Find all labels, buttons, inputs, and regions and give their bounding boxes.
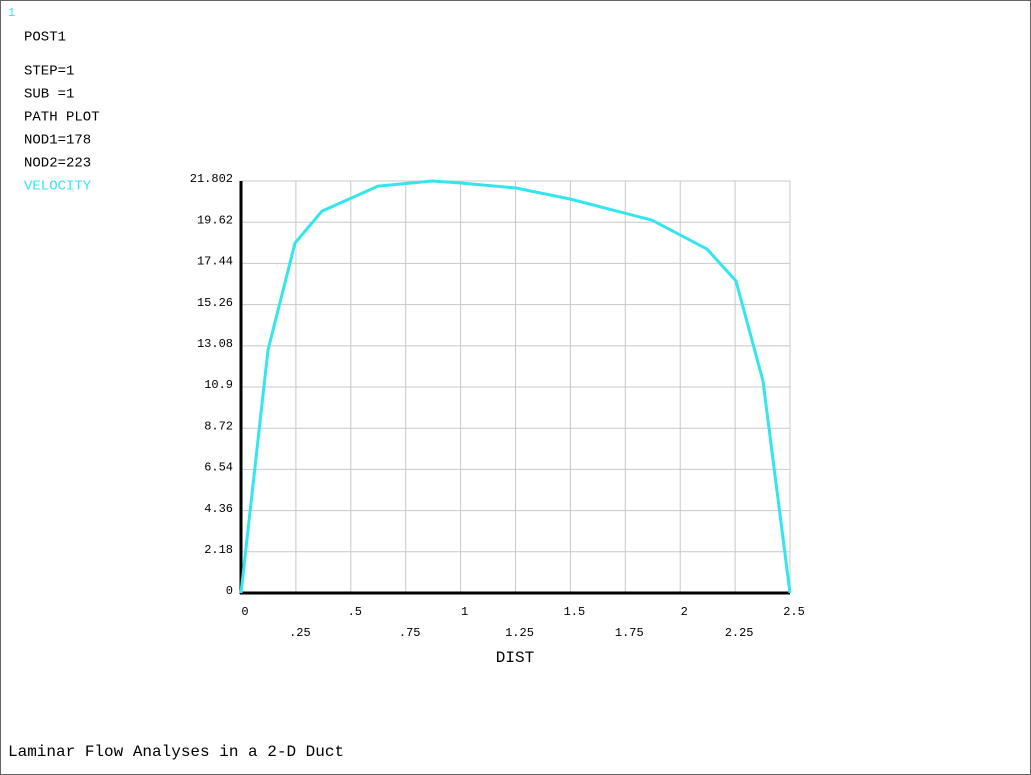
y-tick-label: 19.62 [197, 213, 233, 227]
y-tick-label: 15.26 [197, 296, 233, 310]
y-tick-label: 8.72 [204, 419, 233, 433]
info-line: PATH PLOT [24, 110, 100, 126]
window-number: 1 [8, 6, 15, 20]
data-line [239, 179, 792, 594]
y-tick-label: 0 [226, 584, 233, 598]
x-tick-label: .5 [348, 605, 362, 619]
x-tick-label: 2.25 [725, 626, 754, 640]
info-line: STEP=1 [24, 64, 74, 80]
y-tick-label: 17.44 [197, 255, 233, 269]
x-tick-label: .75 [399, 626, 421, 640]
y-tick-label: 2.18 [204, 543, 233, 557]
x-tick-label: 1 [461, 605, 468, 619]
x-tick-label: 1.75 [615, 626, 644, 640]
legend-entry: VELOCITY [24, 179, 92, 195]
y-tick-label: 10.9 [204, 378, 233, 392]
x-axis-label: DIST [496, 649, 534, 667]
chart-title: Laminar Flow Analyses in a 2-D Duct [8, 743, 344, 761]
x-tick-label: 2 [681, 605, 688, 619]
x-tick-label: 0 [241, 605, 248, 619]
info-line: NOD1=178 [24, 133, 91, 149]
info-line: SUB =1 [24, 87, 74, 103]
x-tick-label: 1.5 [564, 605, 586, 619]
x-tick-label: 1.25 [505, 626, 534, 640]
x-tick-label: 2.5 [783, 605, 805, 619]
y-tick-label: 21.802 [190, 172, 233, 186]
x-tick-label: .25 [289, 626, 311, 640]
info-line: NOD2=223 [24, 156, 91, 172]
y-tick-label: 6.54 [204, 461, 233, 475]
info-line: POST1 [24, 30, 66, 46]
y-tick-label: 4.36 [204, 502, 233, 516]
y-tick-label: 13.08 [197, 337, 233, 351]
